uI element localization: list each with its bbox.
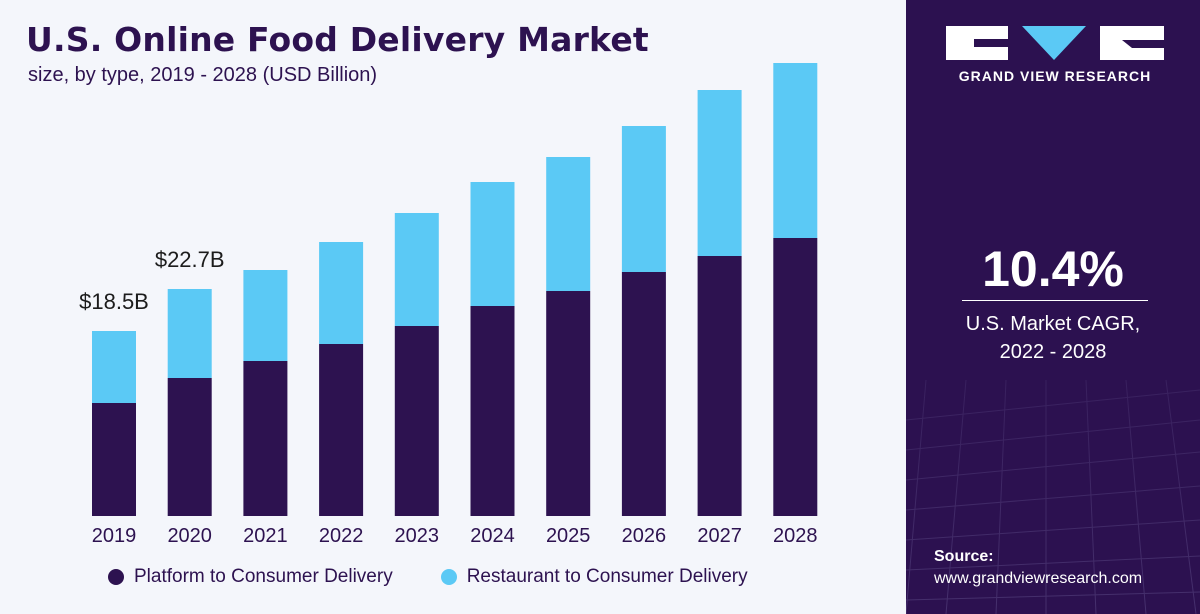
x-tick-label: 2025 <box>546 525 591 547</box>
legend-swatch-platform <box>108 569 124 585</box>
bar-2022-restaurant <box>319 242 364 344</box>
bar-2028-platform <box>773 238 818 516</box>
bar-2022-platform <box>319 344 364 516</box>
x-tick-label: 2022 <box>319 525 364 547</box>
chart-subtitle: size, by type, 2019 - 2028 (USD Billion) <box>28 64 378 86</box>
legend-item-platform: Platform to Consumer Delivery <box>108 566 393 588</box>
bar-2023-platform <box>394 326 439 516</box>
chart-panel: U.S. Online Food Delivery Market size, b… <box>26 20 818 588</box>
cagr-value: 10.4% <box>982 241 1124 297</box>
x-tick-label: 2027 <box>697 525 742 547</box>
logo-mark <box>946 26 1164 60</box>
brand-name: GRAND VIEW RESEARCH <box>958 68 1152 84</box>
source-url: www.grandviewresearch.com <box>934 570 1143 587</box>
bar-2019-restaurant <box>92 331 136 403</box>
legend-label-platform: Platform to Consumer Delivery <box>134 566 393 587</box>
bar-2026-platform <box>621 272 666 516</box>
cagr-divider <box>962 300 1148 301</box>
bar-2019-platform <box>92 403 136 516</box>
cagr-label-line1: U.S. Market CAGR, <box>965 313 1141 335</box>
stacked-bar-chart: 2019 2020 2021 2022 2023 2024 2025 2026 2027 2028… <box>79 63 818 547</box>
bar-2020-restaurant <box>167 289 212 378</box>
bar-2021-platform <box>243 361 288 516</box>
x-tick-label: 2026 <box>622 525 667 547</box>
bar-2027-restaurant <box>697 90 742 256</box>
grid-background <box>906 0 1200 614</box>
data-label-2020: $22.7B <box>155 247 225 272</box>
bar-2027-platform <box>697 256 742 516</box>
x-tick-label: 2024 <box>470 525 515 547</box>
x-tick-label: 2028 <box>773 525 818 547</box>
legend-swatch-restaurant <box>440 569 457 585</box>
legend-label-restaurant: Restaurant to Consumer Delivery <box>466 566 748 587</box>
x-tick-label: 2021 <box>243 525 288 547</box>
chart-legend: Platform to Consumer Delivery Restaurant… <box>108 566 796 588</box>
bar-2025-platform <box>546 291 591 516</box>
cagr-label-line2: 2022 - 2028 <box>999 341 1107 363</box>
chart-title: U.S. Online Food Delivery Market <box>26 20 649 59</box>
source-title: Source: <box>934 548 994 565</box>
x-tick-label: 2023 <box>395 525 440 547</box>
bar-2024-platform <box>470 306 515 516</box>
bar-2021-restaurant <box>243 270 288 361</box>
bar-2026-restaurant <box>621 126 666 272</box>
x-tick-label: 2019 <box>92 525 137 547</box>
bar-2023-restaurant <box>394 213 439 326</box>
info-sidebar: GRAND VIEW RESEARCH 10.4% U.S. Market CA… <box>906 0 1200 614</box>
x-tick-label: 2020 <box>167 525 212 547</box>
bar-2024-restaurant <box>470 182 515 306</box>
data-label-2019: $18.5B <box>79 289 149 314</box>
cagr-label: U.S. Market CAGR, 2022 - 2028 <box>906 310 1200 366</box>
bar-2020-platform <box>167 378 212 516</box>
legend-item-restaurant: Restaurant to Consumer Delivery <box>440 566 748 588</box>
bar-2028-restaurant <box>773 63 818 238</box>
bar-2025-restaurant <box>546 157 591 291</box>
